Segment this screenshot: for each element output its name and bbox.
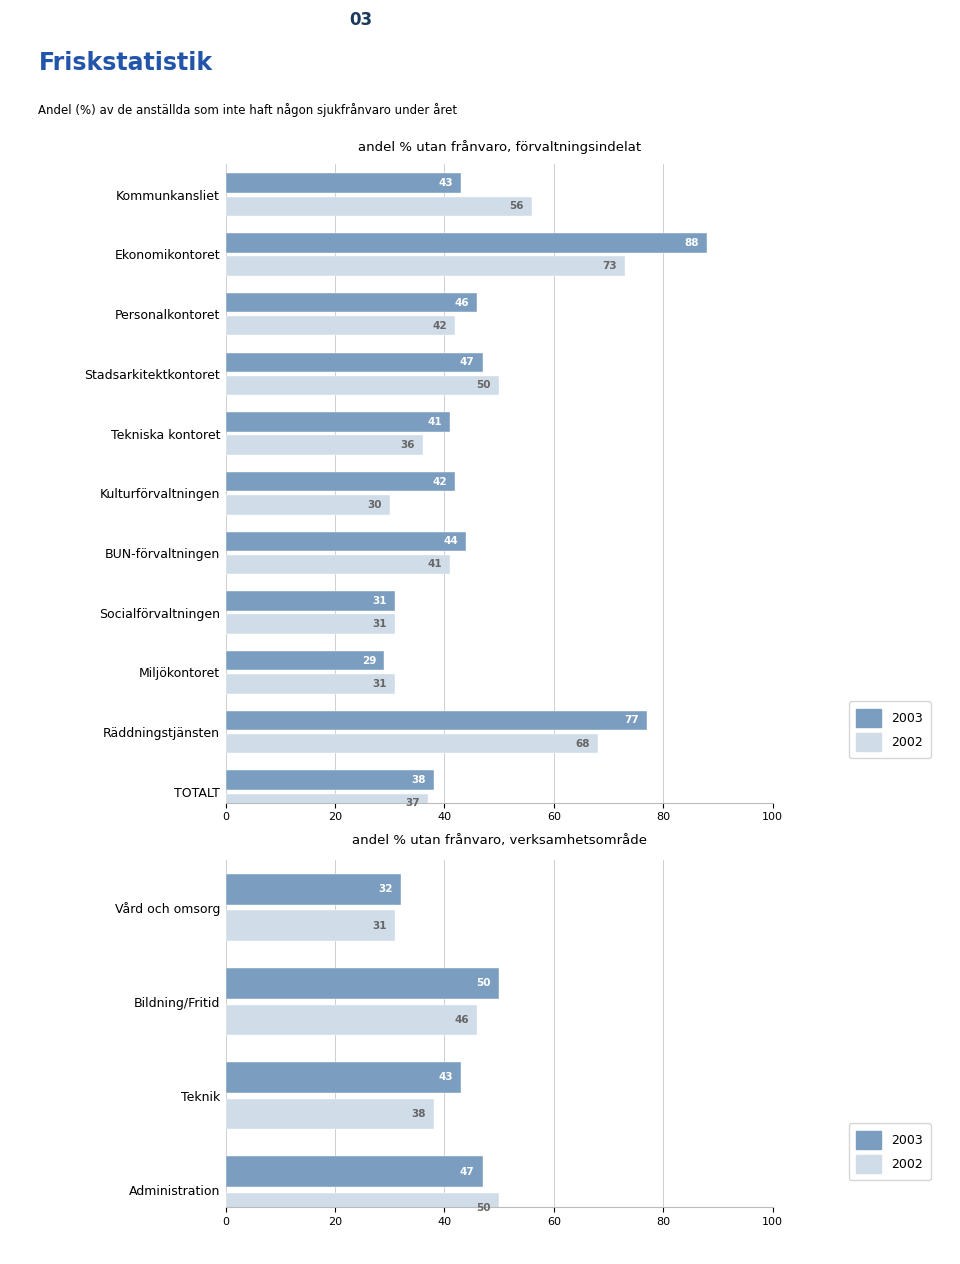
Text: 03: 03: [349, 11, 372, 29]
Bar: [226, 233, 708, 253]
Text: 46: 46: [454, 297, 469, 307]
Text: 31: 31: [372, 597, 387, 605]
Bar: [226, 674, 396, 694]
Text: 50: 50: [476, 978, 491, 988]
Bar: [226, 435, 422, 455]
Bar: [226, 532, 467, 551]
Text: 38: 38: [411, 1109, 425, 1119]
Text: 56: 56: [510, 201, 524, 211]
Text: 43: 43: [438, 178, 453, 188]
Text: 37: 37: [405, 799, 420, 808]
Text: 31: 31: [372, 920, 387, 930]
Bar: [226, 710, 647, 731]
Text: 50: 50: [476, 380, 491, 391]
Text: 41: 41: [427, 560, 442, 570]
Bar: [226, 592, 396, 611]
Bar: [226, 968, 499, 999]
Bar: [226, 1193, 499, 1224]
Bar: [226, 651, 384, 670]
Bar: [226, 412, 450, 432]
Text: 42: 42: [433, 477, 447, 487]
Bar: [226, 873, 400, 905]
Text: 31: 31: [372, 679, 387, 689]
Bar: [226, 197, 532, 216]
Text: andel % utan frånvaro, verksamhetsområde: andel % utan frånvaro, verksamhetsområde: [351, 834, 647, 847]
Text: Andel (%) av de anställda som inte haft någon sjukfrånvaro under året: Andel (%) av de anställda som inte haft …: [38, 104, 458, 118]
Text: 68: 68: [575, 738, 589, 748]
Bar: [226, 173, 461, 193]
Text: 42: 42: [433, 321, 447, 331]
Bar: [226, 1157, 483, 1187]
Bar: [341, 0, 381, 40]
Text: 32: 32: [378, 885, 393, 895]
Text: 88: 88: [684, 238, 699, 248]
Bar: [226, 910, 396, 942]
Legend: 2003, 2002: 2003, 2002: [849, 702, 930, 758]
Text: 41: 41: [427, 417, 442, 427]
Text: 43: 43: [438, 1072, 453, 1082]
Bar: [226, 1098, 434, 1129]
Bar: [226, 293, 477, 312]
Text: Friskstatistik: Friskstatistik: [38, 51, 212, 75]
Bar: [226, 375, 499, 396]
Bar: [226, 1005, 477, 1035]
Text: 50: 50: [476, 1203, 491, 1213]
Text: 46: 46: [454, 1015, 469, 1025]
Bar: [226, 353, 483, 372]
Bar: [226, 495, 390, 514]
Text: 47: 47: [460, 358, 474, 368]
Text: 73: 73: [602, 262, 617, 270]
Text: 31: 31: [372, 619, 387, 629]
Text: 47: 47: [460, 1167, 474, 1177]
Text: 44: 44: [444, 536, 458, 546]
Bar: [226, 316, 455, 335]
Text: 29: 29: [362, 656, 376, 666]
Text: 11: 11: [931, 13, 948, 28]
Text: Personalredovisning: Personalredovisning: [393, 13, 533, 28]
Bar: [226, 471, 455, 492]
Bar: [226, 257, 625, 276]
Bar: [226, 770, 434, 790]
Bar: [226, 555, 450, 574]
Text: 77: 77: [624, 715, 638, 726]
Text: 38: 38: [411, 775, 425, 785]
Bar: [226, 1062, 461, 1093]
Bar: [226, 794, 428, 813]
Text: 36: 36: [400, 440, 415, 450]
Legend: 2003, 2002: 2003, 2002: [849, 1124, 930, 1181]
Text: 30: 30: [367, 499, 381, 509]
Text: andel % utan frånvaro, förvaltningsindelat: andel % utan frånvaro, förvaltningsindel…: [358, 140, 640, 154]
Bar: [226, 614, 396, 635]
Bar: [226, 734, 598, 753]
